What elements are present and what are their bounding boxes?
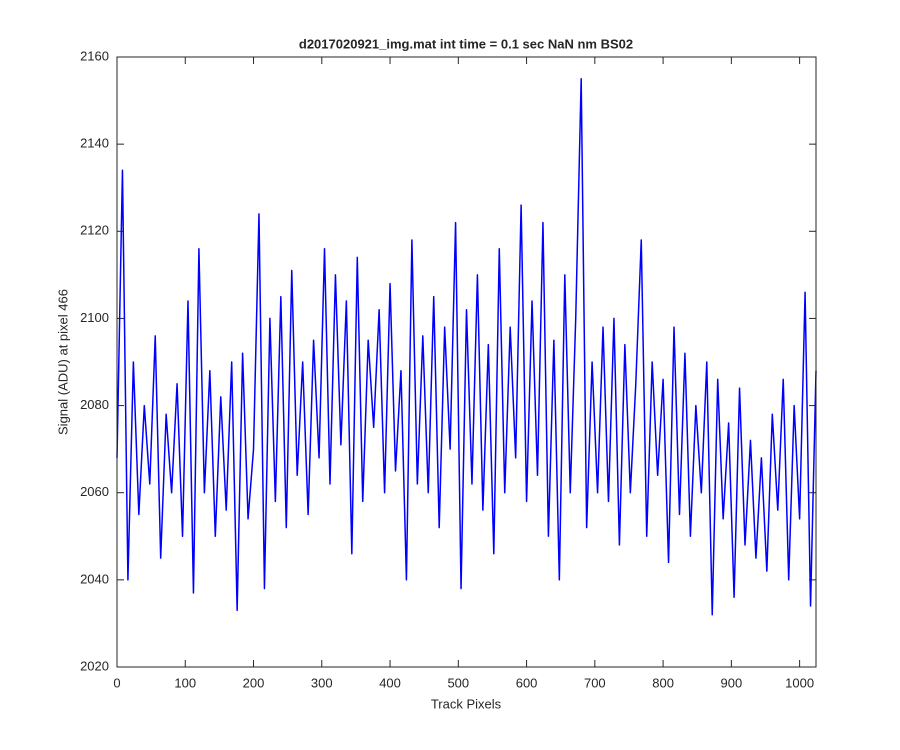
x-tick-label: 600	[516, 675, 538, 690]
y-tick-label: 2100	[80, 310, 109, 325]
x-tick-label: 0	[113, 675, 120, 690]
x-tick-label: 1000	[785, 675, 814, 690]
x-tick-label: 400	[379, 675, 401, 690]
y-axis-label: Signal (ADU) at pixel 466	[55, 289, 70, 435]
x-tick-label: 700	[584, 675, 606, 690]
x-axis-label: Track Pixels	[431, 696, 502, 711]
x-tick-label: 300	[311, 675, 333, 690]
x-tick-label: 900	[721, 675, 743, 690]
y-tick-label: 2080	[80, 397, 109, 412]
y-tick-label: 2020	[80, 658, 109, 673]
plot-frame	[116, 56, 817, 668]
x-tick-label: 100	[174, 675, 196, 690]
chart-title: d2017020921_img.mat int time = 0.1 sec N…	[299, 36, 633, 51]
x-tick-label: 500	[447, 675, 469, 690]
y-tick-label: 2040	[80, 571, 109, 586]
y-tick-label: 2140	[80, 136, 109, 151]
y-tick-label: 2160	[80, 48, 109, 63]
x-tick-label: 200	[243, 675, 265, 690]
data-line	[116, 78, 817, 616]
y-tick-label: 2120	[80, 223, 109, 238]
y-tick-label: 2060	[80, 484, 109, 499]
x-tick-label: 800	[652, 675, 674, 690]
